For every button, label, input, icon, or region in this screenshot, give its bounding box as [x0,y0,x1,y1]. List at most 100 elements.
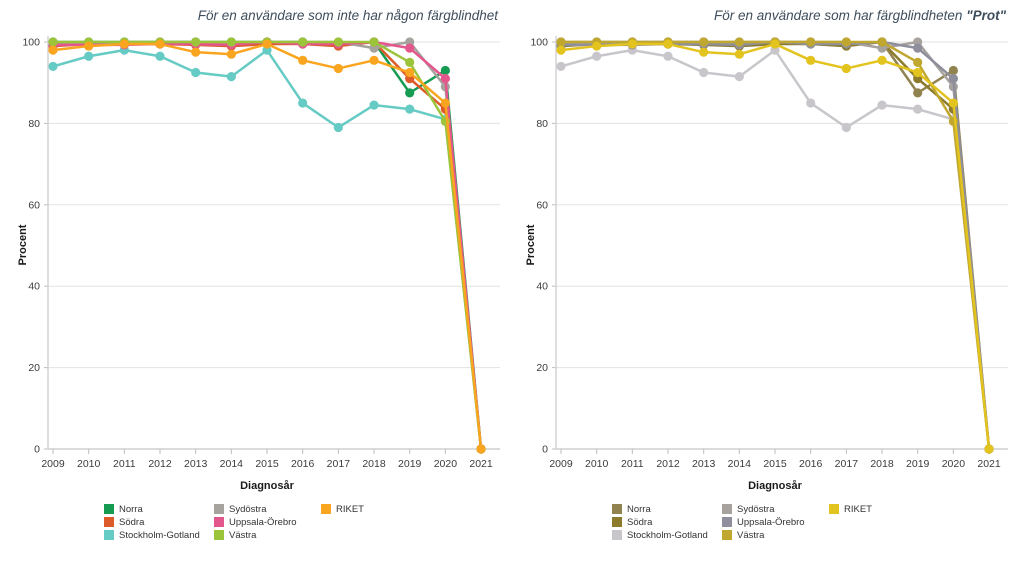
x-tick-label: 2020 [434,458,458,470]
x-tick-label: 2012 [148,458,172,470]
title-text: För en användare som har färgblindheten [714,8,967,23]
line-chart-canvas: 0 20 40 60 80 100 2009 2010 2011 2012 2013 2014 2015… [525,36,1008,492]
data-point [333,37,343,47]
data-point [84,51,94,61]
data-point [48,61,58,72]
legend-item-västra: Västra [214,529,321,542]
data-point [155,39,165,49]
data-point [405,104,415,114]
legend-item-södra: Södra [104,516,214,529]
legend-label: Södra [627,516,653,528]
legend-swatch [214,517,224,528]
data-point [369,100,379,110]
data-point [806,37,816,47]
legend-label: Stockholm-Gotland [119,529,200,541]
data-point [592,51,602,61]
data-point [440,98,450,108]
series-line-södra [559,40,991,451]
legend-item-stockholm-gotland: Stockholm-Gotland [104,529,214,542]
y-tick-label: 20 [536,362,548,374]
y-tick-label: 40 [536,281,548,293]
data-point [333,122,343,133]
legend-item-västra: Västra [722,529,829,542]
chart-legend: Norra Södra Stockholm-Gotland Sydöstra Uppsa… [104,503,364,542]
y-tick-label: 0 [542,444,548,456]
x-tick-label: 2012 [656,458,680,470]
title-emphasis: "Prot" [966,8,1006,23]
legend-label: Stockholm-Gotland [627,529,708,541]
x-tick-label: 2020 [942,458,966,470]
y-tick-label: 20 [28,362,40,374]
x-tick-label: 2016 [291,458,315,470]
data-point [948,65,958,76]
legend-label: Norra [119,503,143,515]
data-point [699,47,709,57]
x-tick-label: 2021 [977,458,1001,470]
legend-column: RIKET [829,503,872,516]
x-tick-label: 2021 [469,458,493,470]
data-point [663,39,673,49]
legend-swatch [722,517,732,528]
legend-column: Sydöstra Uppsala-Örebro Västra [214,503,321,542]
x-tick-label: 2017 [835,458,859,470]
series-line-västra [559,40,991,451]
line-chart-canvas: 0 20 40 60 80 100 2009 2010 2011 2012 2013 2014 2015… [17,36,500,492]
series-line-södra [51,40,483,451]
y-tick-label: 40 [28,281,40,293]
series-line-stockholm-gotland [51,48,483,451]
legend-swatch [612,517,622,528]
legend-swatch [722,504,732,515]
data-point [405,43,415,53]
y-tick-label: 60 [28,199,40,211]
legend-label: Västra [229,529,257,541]
y-tick-label: 100 [22,37,40,49]
legend-item-riket: RIKET [321,503,364,516]
series-line-uppsala-örebro [51,40,483,451]
chart-title: För en användare som inte har någon färg… [48,8,498,26]
data-point [476,444,486,454]
data-point [841,63,851,74]
x-tick-label: 2014 [728,458,752,470]
legend-column: Sydöstra Uppsala-Örebro Västra [722,503,829,542]
data-point [913,67,923,78]
x-tick-label: 2009 [41,458,65,470]
legend-label: Norra [627,503,651,515]
data-point [734,37,744,47]
x-tick-label: 2018 [362,458,386,470]
y-axis-title: Procent [17,224,29,265]
x-tick-label: 2009 [549,458,573,470]
legend-swatch [612,504,622,515]
data-point [191,47,201,57]
x-tick-label: 2017 [327,458,351,470]
legend-label: Södra [119,516,145,528]
data-point [806,98,816,108]
data-point [877,100,887,110]
y-tick-label: 100 [530,37,548,49]
legend-label: RIKET [844,503,872,515]
legend-item-riket: RIKET [829,503,872,516]
legend-label: Uppsala-Örebro [737,516,805,528]
y-axis-title: Procent [525,224,537,265]
x-tick-label: 2018 [870,458,894,470]
legend-label: RIKET [336,503,364,515]
x-tick-label: 2010 [77,458,101,470]
x-tick-label: 2015 [763,458,787,470]
y-tick-label: 80 [28,118,40,130]
x-tick-label: 2019 [906,458,930,470]
x-tick-label: 2011 [621,458,644,470]
series-line-sydöstra [51,40,483,451]
data-point [734,71,744,82]
data-point [877,55,887,65]
legend-label: Västra [737,529,765,541]
data-point [262,39,272,49]
chart-panel-prot-colorblind: För en användare som har färgblindheten … [508,0,1016,561]
legend-swatch [722,530,732,541]
data-point [226,37,236,47]
data-point [556,61,566,72]
series-line-norra [559,40,991,451]
data-point [226,49,236,59]
y-tick-label: 60 [536,199,548,211]
data-point [770,39,780,49]
data-point [806,55,816,65]
